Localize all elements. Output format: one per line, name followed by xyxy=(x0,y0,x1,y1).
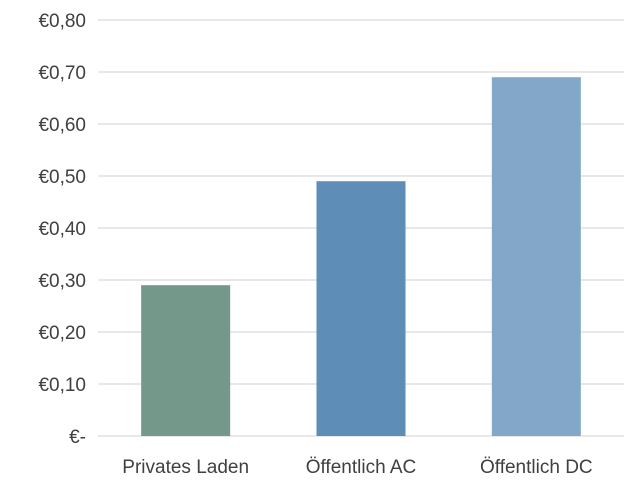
x-category-label: Öffentlich AC xyxy=(306,457,417,478)
bars xyxy=(141,77,581,436)
x-axis-category-labels: Privates Laden Öffentlich AC Öffentlich DC xyxy=(122,457,592,478)
y-tick-label: €0,80 xyxy=(38,11,86,32)
y-axis-tick-labels: €- €0,10 €0,20 €0,30 €0,40 €0,50 €0,60 €0,70 €0,… xyxy=(38,11,86,448)
y-tick-label: €0,50 xyxy=(38,167,86,188)
bar-0 xyxy=(141,285,231,436)
y-tick-label: €- xyxy=(69,427,86,448)
x-category-label: Privates Laden xyxy=(122,457,249,478)
y-tick-label: €0,30 xyxy=(38,271,86,292)
bar-2 xyxy=(491,77,581,436)
y-tick-label: €0,60 xyxy=(38,115,86,136)
y-tick-label: €0,40 xyxy=(38,219,86,240)
y-tick-label: €0,10 xyxy=(38,375,86,396)
y-tick-label: €0,20 xyxy=(38,323,86,344)
x-category-label: Öffentlich DC xyxy=(480,457,593,478)
bar-1 xyxy=(316,181,406,436)
y-tick-label: €0,70 xyxy=(38,63,86,84)
